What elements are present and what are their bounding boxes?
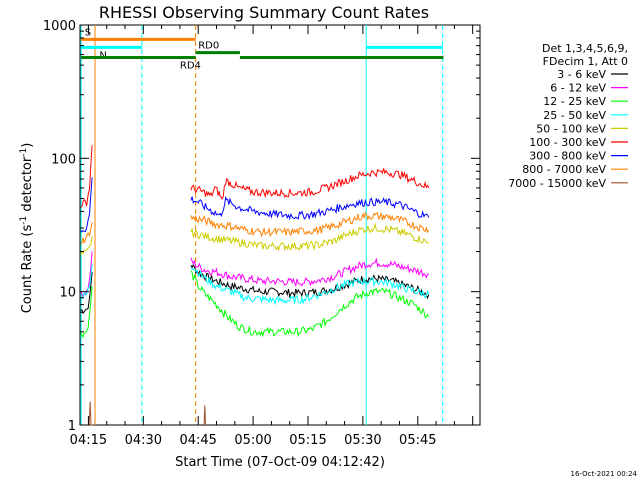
y-axis-label-part2: detector bbox=[20, 156, 35, 216]
legend-label: 50 - 100 keV bbox=[536, 122, 606, 135]
timestamp: 16-Oct-2021 00:24 bbox=[571, 470, 638, 478]
legend: Det 1,3,4,5,6,9, FDecim 1, Att 0 3 - 6 k… bbox=[508, 42, 628, 190]
x-tick-label: 05:00 bbox=[234, 433, 271, 448]
series-line bbox=[80, 286, 93, 339]
y-axis-label-part1: Count Rate (s bbox=[20, 225, 35, 314]
legend-header-1: Det 1,3,4,5,6,9, bbox=[542, 42, 628, 55]
series-line bbox=[80, 222, 93, 245]
series-line bbox=[203, 405, 206, 426]
series-line bbox=[80, 272, 93, 315]
series-line bbox=[80, 251, 93, 299]
series-line bbox=[190, 267, 430, 306]
mode-vertical-lines bbox=[80, 25, 444, 425]
series-line bbox=[190, 263, 430, 300]
x-tick-label: 05:15 bbox=[289, 433, 326, 448]
y-axis-label: Count Rate (s-1 detector-1) bbox=[19, 143, 35, 314]
series-line bbox=[190, 222, 430, 252]
series-line bbox=[190, 168, 430, 201]
mode-bars: SNRD0RD4 bbox=[81, 27, 444, 72]
legend-header-2: FDecim 1, Att 0 bbox=[543, 55, 628, 68]
legend-label: 800 - 7000 keV bbox=[522, 163, 606, 176]
y-axis-label-part3: ) bbox=[20, 143, 35, 148]
mode-bar-label: N bbox=[99, 50, 106, 61]
x-tick-label: 05:45 bbox=[399, 433, 436, 448]
chart-title: RHESSI Observing Summary Count Rates bbox=[99, 3, 429, 22]
x-tick-label: 04:30 bbox=[125, 433, 162, 448]
plot-frame bbox=[79, 24, 481, 426]
legend-label: 12 - 25 keV bbox=[543, 95, 606, 108]
series-lines bbox=[80, 145, 430, 426]
series-line bbox=[190, 196, 430, 221]
x-axis-ticks: 04:15 04:30 04:45 05:00 05:15 05:30 05:45 bbox=[70, 25, 474, 448]
y-axis-label-sup1: -1 bbox=[19, 216, 29, 225]
legend-label: 100 - 300 keV bbox=[529, 136, 606, 149]
y-tick-label: 10 bbox=[59, 286, 76, 301]
series-line bbox=[80, 177, 93, 233]
mode-bar-label: RD0 bbox=[198, 41, 219, 52]
x-tick-label: 04:45 bbox=[179, 433, 216, 448]
legend-label: 3 - 6 keV bbox=[557, 68, 606, 81]
series-line bbox=[190, 211, 430, 238]
series-line bbox=[190, 270, 430, 338]
series-line bbox=[80, 236, 93, 255]
y-axis-label-sup2: -1 bbox=[19, 148, 29, 157]
series-line bbox=[190, 257, 429, 288]
y-tick-label: 100 bbox=[51, 152, 76, 167]
legend-label: 7000 - 15000 keV bbox=[508, 177, 606, 190]
y-tick-label: 1000 bbox=[43, 19, 76, 34]
series-line bbox=[80, 145, 93, 208]
legend-label: 25 - 50 keV bbox=[543, 109, 606, 122]
legend-label: 6 - 12 keV bbox=[550, 82, 606, 95]
series-line bbox=[88, 401, 93, 426]
legend-label: 300 - 800 keV bbox=[529, 150, 606, 163]
mode-bar-label: RD4 bbox=[180, 61, 201, 72]
x-axis-label: Start Time (07-Oct-09 04:12:42) bbox=[175, 455, 385, 470]
y-tick-label: 1 bbox=[68, 419, 76, 434]
y-axis-ticks: 1000 100 10 1 bbox=[43, 19, 480, 434]
x-tick-label: 05:30 bbox=[344, 433, 381, 448]
x-tick-label: 04:15 bbox=[70, 433, 107, 448]
